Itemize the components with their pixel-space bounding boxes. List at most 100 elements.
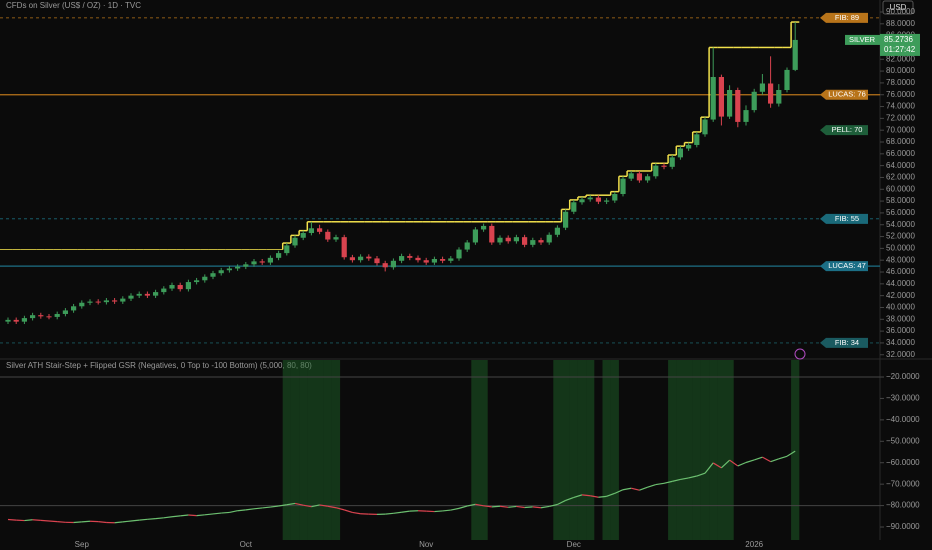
y-tick-label: 74.0000 xyxy=(886,102,915,111)
candle-body xyxy=(727,90,733,117)
gsr-segment xyxy=(163,516,173,519)
candle-body xyxy=(538,240,544,243)
candle-body xyxy=(702,119,708,135)
gsr-segment xyxy=(253,507,263,510)
gsr-segment xyxy=(499,505,509,508)
signal-shade xyxy=(553,360,562,540)
gsr-segment xyxy=(614,489,624,494)
candle-body xyxy=(481,225,487,230)
gsr-segment xyxy=(303,504,312,508)
candle-body xyxy=(522,237,528,245)
gsr-segment xyxy=(557,499,566,506)
candle-body xyxy=(5,319,11,322)
chart-title: CFDs on Silver (US$ / OZ) · 1D · TVC xyxy=(6,1,141,10)
gsr-segment xyxy=(344,509,353,514)
y-tick-label: 78.0000 xyxy=(886,78,915,87)
gsr-segment xyxy=(631,487,640,491)
gsr-segment xyxy=(696,472,706,477)
candle-body xyxy=(382,263,388,268)
candle-body xyxy=(87,301,93,303)
signal-shade xyxy=(717,360,726,540)
signal-shade xyxy=(577,360,587,540)
gsr-segment xyxy=(442,509,451,512)
gsr-segment xyxy=(73,521,82,524)
candle-body xyxy=(169,285,175,289)
candle-body xyxy=(276,253,282,258)
last-price: 85.2736 xyxy=(884,35,913,44)
gsr-segment xyxy=(147,518,156,520)
gsr-segment xyxy=(606,492,616,497)
y-tick-label: 62.0000 xyxy=(886,173,915,182)
y-tick-label: −60.0000 xyxy=(886,458,920,467)
gsr-segment xyxy=(401,510,410,513)
gsr-segment xyxy=(786,450,796,457)
y-tick-label: 50.0000 xyxy=(886,243,915,252)
candle-body xyxy=(79,302,85,307)
gsr-segment xyxy=(720,459,731,469)
gsr-segment xyxy=(688,475,697,479)
candle-body xyxy=(112,300,118,302)
y-tick-label: 52.0000 xyxy=(886,232,915,241)
currency-button[interactable] xyxy=(882,0,914,15)
level-tag xyxy=(820,213,868,224)
gsr-segment xyxy=(278,504,287,507)
gsr-segment xyxy=(540,505,550,509)
gsr-segment xyxy=(319,504,328,507)
signal-shade xyxy=(610,360,619,540)
gsr-segment xyxy=(516,505,525,509)
gsr-segment xyxy=(532,506,542,509)
candle-body xyxy=(579,199,585,203)
candle-body xyxy=(604,200,610,202)
candle-body xyxy=(177,285,183,290)
candle-body xyxy=(21,318,27,322)
symbol-tag xyxy=(845,34,880,45)
level-label: PELL: 70 xyxy=(832,125,863,134)
gsr-segment xyxy=(467,503,476,507)
gsr-segment xyxy=(204,513,214,516)
signal-shade xyxy=(668,360,677,540)
gsr-segment xyxy=(434,510,443,513)
gsr-segment xyxy=(245,508,255,511)
candle-body xyxy=(399,256,405,261)
y-tick-label: −20.0000 xyxy=(886,372,920,381)
y-tick-label: −70.0000 xyxy=(886,479,920,488)
candle-body xyxy=(374,258,380,264)
price-tag xyxy=(880,33,920,56)
candle-body xyxy=(448,258,454,261)
candle-body xyxy=(456,249,462,259)
gsr-segment xyxy=(524,506,533,509)
candle-body xyxy=(628,173,634,179)
gsr-segment xyxy=(180,514,189,517)
candle-body xyxy=(546,234,552,243)
signal-shade xyxy=(331,360,341,540)
y-tick-label: 40.0000 xyxy=(886,303,915,312)
gsr-segment xyxy=(385,512,394,515)
candle-body xyxy=(103,300,109,303)
y-tick-label: 56.0000 xyxy=(886,208,915,217)
y-tick-label: 32.0000 xyxy=(886,350,915,359)
y-tick-label: 60.0000 xyxy=(886,184,915,193)
y-tick-label: 42.0000 xyxy=(886,291,915,300)
candle-body xyxy=(587,197,593,200)
candle-body xyxy=(62,310,68,314)
gsr-segment xyxy=(745,459,755,464)
gsr-segment xyxy=(762,456,771,463)
candle-body xyxy=(710,77,716,120)
candle-body xyxy=(341,237,347,258)
signal-shade xyxy=(561,360,570,540)
gsr-segment xyxy=(704,462,714,474)
level-tag xyxy=(820,125,868,136)
y-tick-label: 54.0000 xyxy=(886,220,915,229)
alert-icon[interactable] xyxy=(794,348,806,360)
gsr-segment xyxy=(327,505,337,509)
y-tick-label: 72.0000 xyxy=(886,113,915,122)
y-tick-label: 88.0000 xyxy=(886,19,915,28)
candle-body xyxy=(636,173,642,181)
signal-shade xyxy=(323,360,332,540)
y-tick-label: 70.0000 xyxy=(886,125,915,134)
gsr-segment xyxy=(81,520,91,523)
gsr-segment xyxy=(565,496,575,502)
gsr-segment xyxy=(655,482,665,486)
signal-shade xyxy=(299,360,308,540)
candle-body xyxy=(144,293,150,296)
